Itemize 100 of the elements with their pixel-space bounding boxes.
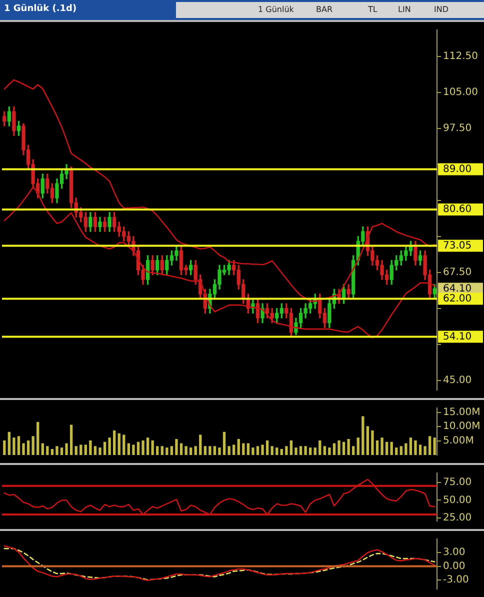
- y-tick-label: 75.00: [443, 476, 472, 488]
- bar: [103, 442, 106, 455]
- bar: [237, 439, 240, 455]
- bar: [60, 448, 64, 455]
- ref-line-label: 80.60: [443, 204, 472, 216]
- bar: [175, 439, 178, 455]
- bar: [304, 446, 307, 455]
- bar: [338, 440, 340, 455]
- bar: [242, 443, 245, 455]
- bar: [166, 448, 168, 455]
- bar: [160, 446, 164, 455]
- text: LIN: [398, 5, 411, 14]
- bar: [46, 446, 49, 455]
- bar: [74, 446, 78, 455]
- bar: [204, 446, 206, 455]
- ref-line-label: 89.00: [443, 164, 472, 175]
- bar: [418, 444, 422, 455]
- bar: [98, 448, 102, 455]
- bar: [84, 444, 87, 455]
- bar: [146, 438, 150, 455]
- bar: [41, 443, 44, 455]
- bar: [32, 436, 34, 455]
- bar: [127, 443, 130, 455]
- bar: [194, 446, 197, 455]
- bar: [89, 440, 92, 455]
- bar: [252, 448, 254, 455]
- bar: [136, 442, 140, 455]
- bar: [395, 448, 398, 455]
- bar: [362, 416, 364, 455]
- bar: [400, 446, 402, 455]
- bar: [50, 448, 54, 455]
- y-tick-label: -3.00: [443, 574, 469, 586]
- bar: [342, 442, 346, 455]
- bar: [56, 446, 58, 455]
- bar: [70, 424, 73, 455]
- bar: [290, 440, 293, 455]
- y-tick-label: 97.50: [443, 122, 472, 134]
- bar: [385, 442, 388, 455]
- bar: [323, 446, 326, 455]
- bar: [366, 426, 370, 455]
- bar: [332, 443, 336, 455]
- bar: [65, 443, 68, 455]
- bar: [294, 448, 298, 455]
- bar: [246, 443, 250, 455]
- bar: [36, 422, 40, 455]
- bar: [151, 440, 154, 455]
- bar: [285, 446, 288, 455]
- bar: [299, 446, 302, 455]
- bar: [376, 440, 379, 455]
- bar: [208, 446, 212, 455]
- bar: [356, 438, 360, 455]
- bar: [390, 442, 393, 455]
- bar: [170, 446, 174, 455]
- bar: [17, 436, 20, 455]
- bar: [409, 438, 412, 455]
- y-tick-label: 5.00M: [443, 435, 474, 446]
- bar: [26, 440, 30, 455]
- y-tick-label: 15.00M: [443, 406, 480, 418]
- bar: [184, 446, 188, 455]
- bar: [428, 436, 432, 455]
- y-tick-label: 3.00: [443, 547, 466, 558]
- bar: [132, 444, 135, 455]
- bar: [266, 440, 269, 455]
- bar: [222, 432, 226, 455]
- ref-line-label: 62.00: [443, 293, 472, 304]
- bar: [118, 433, 120, 455]
- bar: [94, 446, 97, 455]
- bar: [270, 446, 274, 455]
- text: 64.10: [443, 283, 472, 294]
- bar: [156, 446, 159, 455]
- y-tick-label: 0.00: [443, 560, 466, 572]
- text: BAR: [316, 5, 333, 14]
- bar: [142, 440, 144, 455]
- text: TL: [368, 5, 378, 14]
- y-tick-label: 67.50: [443, 266, 472, 278]
- bar: [424, 446, 426, 455]
- bar: [352, 446, 355, 455]
- bar: [261, 444, 264, 455]
- bar: [404, 443, 408, 455]
- bar: [228, 446, 230, 455]
- bar: [276, 448, 278, 455]
- text: 1 Günlük: [258, 5, 294, 14]
- bar: [199, 434, 202, 455]
- bar: [22, 443, 25, 455]
- bar: [80, 444, 82, 455]
- bar: [3, 440, 6, 455]
- y-tick-label: 50.00: [443, 494, 472, 506]
- y-tick-label: 25.00: [443, 512, 472, 524]
- bar: [108, 438, 111, 455]
- bar: [189, 448, 192, 455]
- ref-line-label: 73.05: [443, 240, 472, 252]
- bar: [180, 443, 183, 455]
- y-tick-label: 105.00: [443, 86, 478, 98]
- bar: [256, 446, 260, 455]
- bar: [280, 448, 283, 455]
- bar: [380, 438, 384, 455]
- bar: [414, 440, 417, 455]
- bar: [347, 439, 350, 455]
- bar: [8, 432, 10, 455]
- bar: [122, 434, 126, 455]
